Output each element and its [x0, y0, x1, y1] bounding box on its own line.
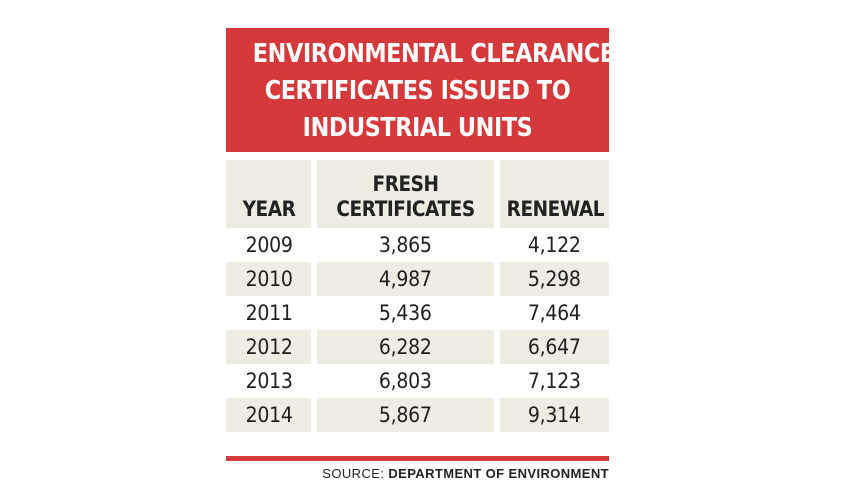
table-row: 2014 5,867 9,314 — [226, 398, 609, 432]
cell-fresh-value: 6,803 — [379, 369, 433, 393]
cell-fresh-value: 5,436 — [379, 301, 433, 325]
cell-renewal: 4,122 — [500, 228, 609, 262]
cell-renewal: 6,647 — [500, 330, 609, 364]
cell-fresh-value: 3,865 — [379, 233, 433, 257]
table-row: 2013 6,803 7,123 — [226, 364, 609, 398]
cell-year-value: 2010 — [245, 267, 293, 291]
table-row: 2011 5,436 7,464 — [226, 296, 609, 330]
table-row: 2012 6,282 6,647 — [226, 330, 609, 364]
footer-divider — [226, 456, 609, 461]
header-fresh-label-2: CERTIFICATES — [336, 197, 476, 221]
cell-fresh: 4,987 — [317, 262, 495, 296]
title-banner: ENVIRONMENTAL CLEARANCE CERTIFICATES ISS… — [226, 28, 615, 152]
certificates-table: YEAR FRESH CERTIFICATES RENEWAL 2009 3,86… — [220, 160, 615, 432]
title-line-2: CERTIFICATES ISSUED TO — [264, 76, 571, 106]
cell-renewal: 7,464 — [500, 296, 609, 330]
cell-fresh: 5,867 — [317, 398, 495, 432]
cell-fresh: 5,436 — [317, 296, 494, 330]
cell-year: 2012 — [226, 330, 312, 364]
table-header-row: YEAR FRESH CERTIFICATES RENEWAL — [226, 160, 609, 228]
header-fresh-label-1: FRESH — [372, 172, 439, 196]
cell-year: 2013 — [226, 364, 311, 398]
infographic: ENVIRONMENTAL CLEARANCE CERTIFICATES ISS… — [226, 28, 615, 481]
header-year-label: YEAR — [242, 197, 296, 221]
table-row: 2009 3,865 4,122 — [226, 228, 609, 262]
header-renewal: RENEWAL — [500, 160, 609, 228]
cell-renewal-value: 7,464 — [528, 301, 581, 325]
cell-renewal: 9,314 — [500, 398, 609, 432]
cell-year: 2010 — [226, 262, 312, 296]
cell-year-value: 2014 — [245, 403, 293, 427]
source-label: SOURCE: — [322, 466, 385, 481]
table-row: 2010 4,987 5,298 — [226, 262, 609, 296]
cell-fresh-value: 5,867 — [379, 403, 433, 427]
cell-renewal-value: 4,122 — [528, 233, 581, 257]
cell-year-value: 2009 — [245, 233, 293, 257]
cell-renewal-value: 6,647 — [528, 335, 581, 359]
cell-fresh-value: 6,282 — [379, 335, 433, 359]
header-year: YEAR — [226, 160, 312, 228]
cell-fresh: 3,865 — [317, 228, 494, 262]
title-line-1: ENVIRONMENTAL CLEARANCE — [252, 39, 615, 69]
cell-year-value: 2012 — [245, 335, 293, 359]
header-renewal-label: RENEWAL — [506, 197, 605, 221]
cell-fresh: 6,803 — [317, 364, 494, 398]
header-fresh-certificates: FRESH CERTIFICATES — [317, 160, 495, 228]
cell-renewal-value: 5,298 — [528, 267, 581, 291]
source-value: DEPARTMENT OF ENVIRONMENT — [388, 466, 609, 481]
cell-year: 2011 — [226, 296, 311, 330]
title-line-3: INDUSTRIAL UNITS — [302, 113, 533, 143]
cell-renewal: 5,298 — [500, 262, 609, 296]
cell-year-value: 2013 — [245, 369, 293, 393]
source-credit: SOURCE: DEPARTMENT OF ENVIRONMENT — [226, 466, 609, 481]
cell-fresh: 6,282 — [317, 330, 495, 364]
cell-renewal-value: 9,314 — [528, 403, 581, 427]
cell-year-value: 2011 — [245, 301, 293, 325]
cell-renewal-value: 7,123 — [528, 369, 581, 393]
cell-year: 2009 — [226, 228, 311, 262]
cell-year: 2014 — [226, 398, 312, 432]
cell-fresh-value: 4,987 — [379, 267, 433, 291]
cell-renewal: 7,123 — [500, 364, 609, 398]
